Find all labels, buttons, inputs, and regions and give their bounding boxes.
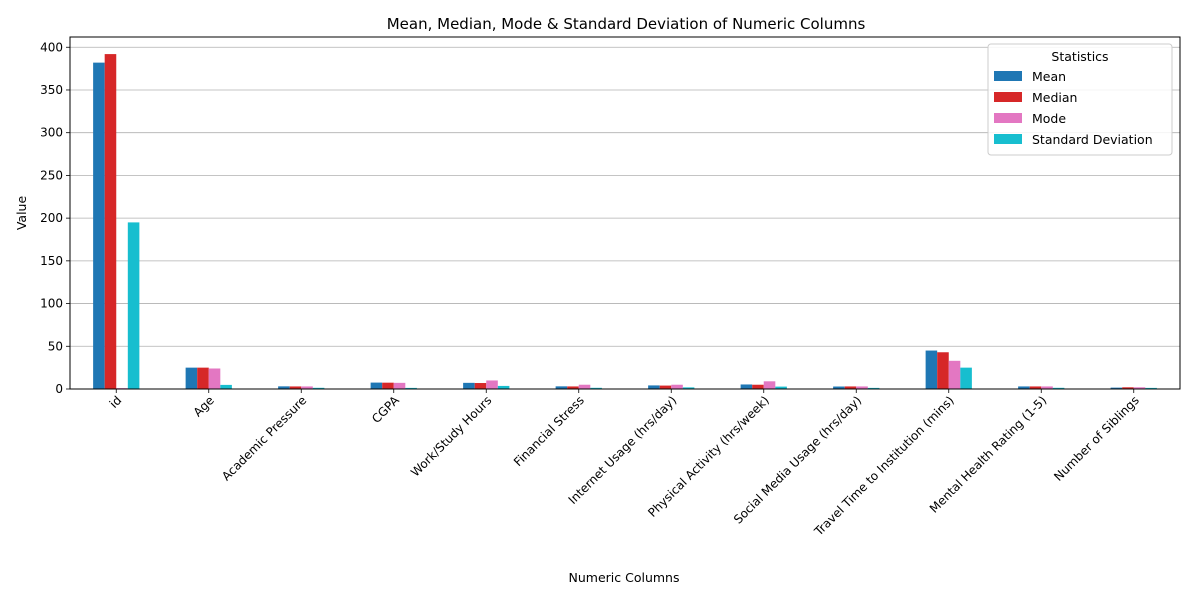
y-tick-label: 0 <box>55 382 63 396</box>
x-axis-label: Numeric Columns <box>569 570 680 585</box>
bar-standard-deviation <box>220 384 232 389</box>
y-axis-label: Value <box>14 196 29 231</box>
bar-standard-deviation <box>127 222 140 389</box>
bar-layer <box>93 54 1157 390</box>
bar-median <box>197 367 209 389</box>
bar-mean <box>648 385 660 389</box>
legend-entry: Standard Deviation <box>1032 132 1153 147</box>
bar-mean <box>925 350 938 389</box>
bar-standard-deviation <box>960 367 972 389</box>
bar-median <box>1029 386 1042 389</box>
bar-standard-deviation <box>1145 387 1157 389</box>
legend-items: Mean Median Mode Standard Deviation <box>994 69 1153 147</box>
bar-mode <box>208 368 221 389</box>
legend-entry: Mean <box>1032 69 1066 84</box>
y-tick-label: 50 <box>48 339 63 353</box>
x-tick-label: Academic Pressure <box>219 393 309 483</box>
x-tick-layer: id Age Academic Pressure CGPA Work/Study Hou… <box>107 389 1142 539</box>
y-tick-label: 300 <box>40 126 63 140</box>
bar-mean <box>555 386 568 389</box>
bar-standard-deviation <box>775 386 787 389</box>
bar-mode <box>301 386 313 389</box>
x-tick-label: Work/Study Hours <box>408 393 494 479</box>
grid-layer <box>70 46 1180 390</box>
chart-title: Mean, Median, Mode & Standard Deviation … <box>387 15 866 33</box>
x-tick-label: Financial Stress <box>511 393 587 469</box>
y-tick-label: 400 <box>40 40 63 54</box>
bar-mode <box>856 386 868 389</box>
legend-swatch <box>994 92 1022 102</box>
x-tick-label: id <box>107 393 125 411</box>
bar-mean <box>370 382 383 389</box>
legend-swatch <box>994 134 1022 144</box>
plot-frame <box>69 36 1181 390</box>
legend-entry: Median <box>1032 90 1077 105</box>
bar-median <box>474 383 487 389</box>
bar-mean <box>833 386 845 389</box>
bar-mean <box>463 382 475 389</box>
bar-mode <box>1133 387 1146 389</box>
x-tick-label: Number of Siblings <box>1051 393 1142 484</box>
bar-mode <box>763 381 776 389</box>
bar-median <box>104 54 117 390</box>
legend-swatch <box>994 71 1022 81</box>
bar-mean <box>278 386 290 389</box>
y-tick-layer: 0 50 100 150 200 250 300 350 400 <box>40 40 70 396</box>
bar-standard-deviation <box>590 387 602 389</box>
bar-median <box>844 386 857 389</box>
y-tick-label: 100 <box>40 297 63 311</box>
bar-mode <box>486 380 498 389</box>
legend: Statistics Mean Median Mode Standard Deviat… <box>987 43 1173 156</box>
y-tick-label: 150 <box>40 254 63 268</box>
x-tick-label: Age <box>191 393 217 419</box>
bar-mode <box>393 382 406 389</box>
y-tick-label: 350 <box>40 83 63 97</box>
bar-standard-deviation <box>682 387 695 389</box>
bar-standard-deviation <box>405 387 417 389</box>
bar-mean <box>740 384 753 389</box>
legend-title: Statistics <box>1051 49 1108 64</box>
bar-median <box>659 385 672 389</box>
bar-mode <box>1041 386 1053 389</box>
bar-standard-deviation <box>497 385 510 389</box>
bar-mode <box>671 384 683 389</box>
bar-mean <box>93 62 105 389</box>
bar-mean <box>1110 387 1123 389</box>
bar-mean <box>185 367 198 389</box>
y-tick-label: 250 <box>40 168 63 182</box>
bar-mode <box>948 360 961 389</box>
bar-median <box>752 384 764 389</box>
bar-standard-deviation <box>1052 387 1065 389</box>
legend-entry: Mode <box>1032 111 1066 126</box>
bar-median <box>382 382 394 389</box>
bar-standard-deviation <box>312 387 325 389</box>
bar-mode <box>578 384 591 389</box>
bar-median <box>567 386 579 389</box>
bar-standard-deviation <box>867 387 880 389</box>
bar-median <box>289 386 302 389</box>
y-tick-label: 200 <box>40 211 63 225</box>
x-tick-label: Internet Usage (hrs/day) <box>566 393 680 507</box>
bar-mean <box>1018 386 1030 389</box>
bar-median <box>1122 387 1134 389</box>
x-tick-label: CGPA <box>369 393 402 426</box>
legend-frame <box>987 43 1173 156</box>
legend-swatch <box>994 113 1022 123</box>
bar-median <box>937 352 949 389</box>
